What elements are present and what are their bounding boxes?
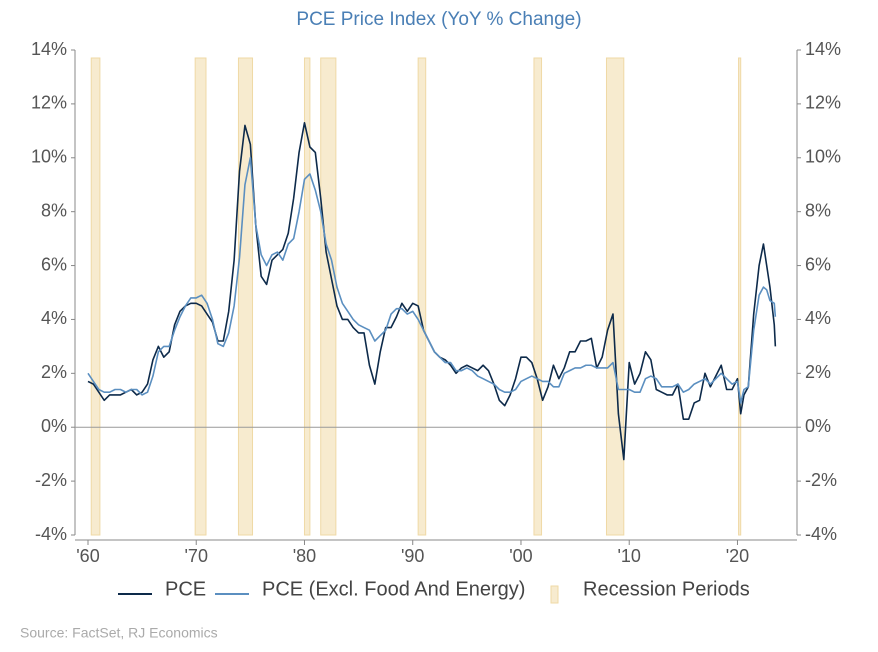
x-tick-label: '00 bbox=[509, 546, 532, 566]
x-tick-label: '70 bbox=[185, 546, 208, 566]
y-tick-label: 6% bbox=[41, 254, 67, 274]
recession-band bbox=[90, 57, 101, 536]
y-tick-label: 2% bbox=[41, 362, 67, 382]
recession-band bbox=[533, 57, 543, 536]
y-tick-label: 4% bbox=[41, 308, 67, 328]
source: Source: FactSet, RJ Economics bbox=[20, 625, 218, 641]
chart-title: PCE Price Index (YoY % Change) bbox=[296, 9, 581, 30]
y2-tick-label: 12% bbox=[805, 93, 841, 113]
y2-tick-label: 6% bbox=[805, 254, 831, 274]
series-line bbox=[87, 121, 777, 461]
series-line bbox=[87, 156, 777, 404]
y-tick-label: -4% bbox=[35, 524, 67, 544]
y2-tick-label: 14% bbox=[805, 39, 841, 59]
recession-band bbox=[237, 57, 254, 536]
recession-band bbox=[605, 57, 625, 536]
x-tick-label: '90 bbox=[401, 546, 424, 566]
recession-band bbox=[738, 57, 742, 536]
recession-band bbox=[303, 57, 311, 536]
x-tick-label: '60 bbox=[76, 546, 99, 566]
y-tick-label: 0% bbox=[41, 416, 67, 436]
x-tick-label: '10 bbox=[617, 546, 640, 566]
y-tick-label: 8% bbox=[41, 200, 67, 220]
y2-tick-label: -2% bbox=[805, 470, 837, 490]
y2-tick-label: -4% bbox=[805, 524, 837, 544]
y2-tick-label: 4% bbox=[805, 308, 831, 328]
recession-band bbox=[417, 57, 427, 536]
y-tick-label: -2% bbox=[35, 470, 67, 490]
legend-label: Recession Periods bbox=[583, 578, 750, 600]
y2-tick-label: 0% bbox=[805, 416, 831, 436]
legend-label: PCE bbox=[165, 578, 206, 600]
legend-label: PCE (Excl. Food And Energy) bbox=[262, 578, 525, 600]
legend-swatch bbox=[550, 585, 559, 604]
y2-tick-label: 10% bbox=[805, 147, 841, 167]
y2-tick-label: 8% bbox=[805, 200, 831, 220]
y-tick-label: 10% bbox=[31, 147, 67, 167]
recession-band bbox=[320, 57, 337, 536]
y-tick-label: 14% bbox=[31, 39, 67, 59]
y-tick-label: 12% bbox=[31, 93, 67, 113]
y2-tick-label: 2% bbox=[805, 362, 831, 382]
x-tick-label: '80 bbox=[293, 546, 316, 566]
x-tick-label: '20 bbox=[726, 546, 749, 566]
